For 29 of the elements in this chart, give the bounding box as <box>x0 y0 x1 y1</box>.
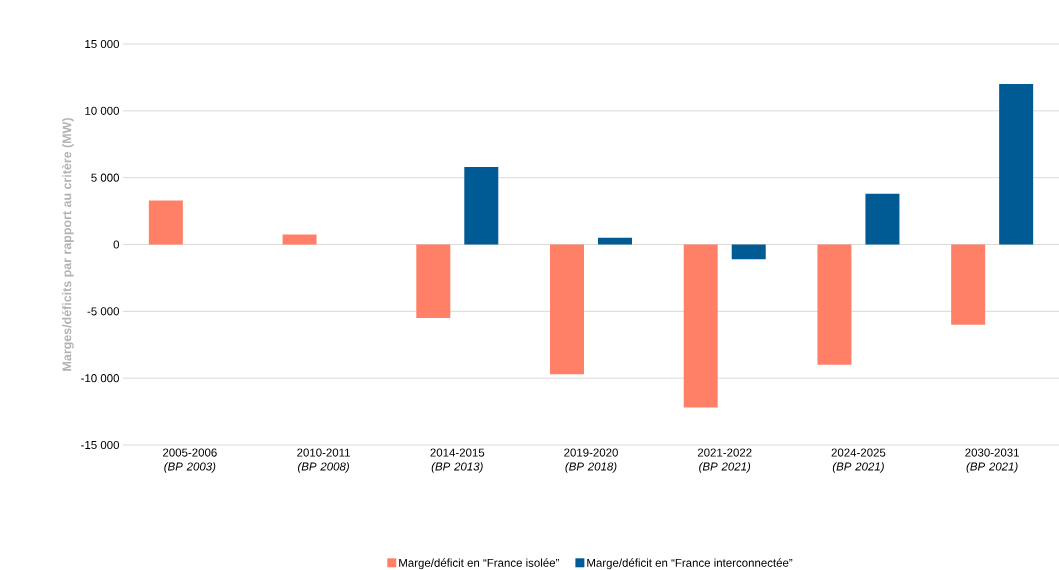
bar <box>464 166 499 245</box>
y-tick-label: 5 000 <box>91 173 120 182</box>
y-axis-title: Marges/déficits par rapport au critère (MW) <box>62 118 74 371</box>
y-tick-label: -10 000 <box>81 374 120 383</box>
x-tick-label: 2019-2020 (BP 2018) <box>564 448 618 473</box>
bar <box>731 244 766 260</box>
bar <box>951 244 986 325</box>
bar <box>598 237 632 245</box>
y-tick-label: 0 <box>113 240 120 249</box>
y-tick-label: 15 000 <box>85 39 120 49</box>
bar <box>550 244 584 375</box>
y-tick-label: -15 000 <box>81 440 120 450</box>
legend-label: Marge/déficit en “France interconnectée” <box>587 558 793 570</box>
bar <box>282 234 317 245</box>
x-tick-label: 2010-2011 (BP 2008) <box>297 448 350 473</box>
y-tick-label: 10 000 <box>85 106 120 115</box>
x-tick-label: 2024-2025 (BP 2021) <box>831 448 886 473</box>
x-tick-label: 2021-2022 (BP 2021) <box>697 448 752 473</box>
bar <box>416 244 451 319</box>
bar <box>148 200 183 245</box>
x-tick-label: 2005-2006 (BP 2003) <box>163 448 217 473</box>
bar <box>817 244 852 365</box>
bar <box>865 193 900 245</box>
x-tick-label: 2030-2031 (BP 2021) <box>965 448 1019 473</box>
bar <box>683 244 718 408</box>
bar <box>999 84 1034 245</box>
legend-label: Marge/déficit en “France isolée” <box>399 558 559 570</box>
y-tick-label: -5 000 <box>87 307 120 316</box>
x-tick-label: 2014-2015 (BP 2013) <box>430 448 485 473</box>
